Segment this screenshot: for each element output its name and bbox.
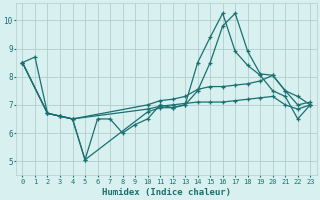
X-axis label: Humidex (Indice chaleur): Humidex (Indice chaleur) bbox=[102, 188, 231, 197]
